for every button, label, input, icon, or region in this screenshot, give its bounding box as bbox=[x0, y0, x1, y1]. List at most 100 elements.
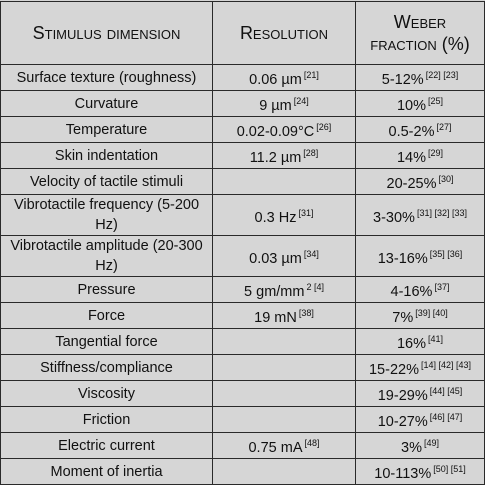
cell-text: Viscosity bbox=[78, 385, 135, 402]
cell-text: 19-29% bbox=[377, 388, 428, 404]
cell-text: Stiffness/compliance bbox=[40, 359, 173, 376]
table-cell bbox=[212, 354, 356, 381]
reference: [26] bbox=[316, 122, 332, 132]
table-cell: Friction bbox=[0, 406, 213, 433]
cell-text: 0.3 Hz bbox=[254, 209, 297, 226]
cell-text: 9 µm bbox=[259, 98, 292, 114]
cell-text: 20-25% bbox=[386, 176, 437, 192]
table-cell: 16% [41] bbox=[355, 328, 485, 355]
table-row: Stiffness/compliance 15-22% [14] [42] [43] bbox=[0, 354, 485, 381]
reference: [37] bbox=[434, 282, 450, 292]
cell-text: Curvature bbox=[74, 95, 139, 112]
table-cell: Velocity of tactile stimuli bbox=[0, 168, 213, 195]
table-cell bbox=[212, 406, 356, 433]
table-cell: 10% [25] bbox=[355, 90, 485, 117]
cell-text: Electric current bbox=[58, 437, 155, 454]
table-row: Electric current 0.75 mA [48] 3% [49] bbox=[0, 432, 485, 459]
reference: [27] bbox=[436, 122, 452, 132]
column-header: Weber fraction (%) bbox=[355, 1, 485, 65]
cell-text: 13-16% bbox=[377, 250, 428, 267]
reference: [31] bbox=[298, 207, 314, 218]
table-cell: 0.3 Hz [31] bbox=[212, 194, 356, 236]
table-cell: Surface texture (roughness) bbox=[0, 64, 213, 91]
table-cell: 0.02-0.09°C [26] bbox=[212, 116, 356, 143]
reference: [34] bbox=[303, 248, 319, 259]
table-cell bbox=[212, 168, 356, 195]
column-header: Resolution bbox=[212, 1, 356, 65]
cell-text: Moment of inertia bbox=[50, 463, 163, 480]
table-row: Pressure 5 gm/mm 2 [4] 4-16% [37] bbox=[0, 276, 485, 303]
table-cell: 3-30% [31] [32] [33] bbox=[355, 194, 485, 236]
table-cell: 5-12% [22] [23] bbox=[355, 64, 485, 91]
cell-text: Pressure bbox=[77, 281, 136, 298]
table-cell: 5 gm/mm 2 [4] bbox=[212, 276, 356, 303]
table-cell: Viscosity bbox=[0, 380, 213, 407]
table-cell: Stiffness/compliance bbox=[0, 354, 213, 381]
table-cell: Skin indentation bbox=[0, 142, 213, 169]
table-cell: 10-113% [50] [51] bbox=[355, 458, 485, 485]
cell-text: 10-27% bbox=[377, 414, 428, 430]
column-header: Stimulus dimension bbox=[0, 1, 213, 65]
table-cell: Vibrotactile frequency (5-200 Hz) bbox=[0, 194, 213, 236]
reference: [30] bbox=[438, 174, 454, 184]
table-row: Tangential force 16% [41] bbox=[0, 328, 485, 355]
table-cell: 20-25% [30] bbox=[355, 168, 485, 195]
cell-text: Force bbox=[87, 307, 126, 324]
table-row: Force 19 mN [38] 7% [39] [40] bbox=[0, 302, 485, 329]
table-cell: Force bbox=[0, 302, 213, 329]
cell-text: 0.03 µm bbox=[249, 250, 302, 267]
table-cell: Moment of inertia bbox=[0, 458, 213, 485]
table-cell: 9 µm [24] bbox=[212, 90, 356, 117]
cell-text: 16% bbox=[396, 336, 426, 352]
cell-text: Tangential force bbox=[55, 333, 158, 350]
table-row: Skin indentation 11.2 µm [28] 14% [29] bbox=[0, 142, 485, 169]
cell-text: 11.2 µm bbox=[249, 150, 302, 166]
reference: [22] [23] bbox=[425, 70, 459, 80]
cell-text: 7% bbox=[392, 310, 414, 326]
table-row: Vibrotactile frequency (5-200 Hz) 0.3 Hz[… bbox=[0, 194, 485, 236]
cell-text: Velocity of tactile stimuli bbox=[29, 173, 184, 190]
table-cell: 11.2 µm [28] bbox=[212, 142, 356, 169]
reference: [31] [32] [33] bbox=[416, 207, 467, 218]
reference: 2 [4] bbox=[306, 282, 324, 292]
cell-text: 0.02-0.09°C bbox=[236, 124, 315, 140]
reference: [21] bbox=[303, 70, 319, 80]
cell-text: 19 mN bbox=[254, 310, 297, 326]
table-cell: Tangential force bbox=[0, 328, 213, 355]
table-row: Moment of inertia 10-113% [50] [51] bbox=[0, 458, 485, 485]
cell-text: 14% bbox=[396, 150, 426, 166]
reference: [49] bbox=[423, 438, 439, 448]
table-cell: 7% [39] [40] bbox=[355, 302, 485, 329]
table-cell: Curvature bbox=[0, 90, 213, 117]
cell-text: 10-113% bbox=[374, 466, 432, 482]
table-cell: Pressure bbox=[0, 276, 213, 303]
reference: [35] [36] bbox=[429, 248, 463, 259]
table-cell: 0.5-2% [27] bbox=[355, 116, 485, 143]
table-row: Viscosity 19-29% [44] [45] bbox=[0, 380, 485, 407]
table-body: Surface texture (roughness) 0.06 µm [21] 5-… bbox=[0, 64, 485, 485]
reference: [38] bbox=[298, 308, 314, 318]
cell-text: 10% bbox=[396, 98, 426, 114]
table-cell bbox=[212, 328, 356, 355]
cell-text: Skin indentation bbox=[54, 147, 159, 164]
table-row: Velocity of tactile stimuli 20-25% [30] bbox=[0, 168, 485, 195]
reference: [41] bbox=[428, 334, 444, 344]
cell-text: 0.5-2% bbox=[388, 124, 435, 140]
reference: [25] bbox=[428, 96, 444, 106]
reference: [44] [45] bbox=[429, 386, 463, 396]
table-row: Temperature 0.02-0.09°C [26] 0.5-2% [27] bbox=[0, 116, 485, 143]
table-cell: 4-16% [37] bbox=[355, 276, 485, 303]
cell-text: 0.75 mA bbox=[248, 440, 303, 456]
table-cell: 13-16% [35] [36] bbox=[355, 235, 485, 277]
reference: [50] [51] bbox=[433, 464, 466, 474]
cell-text: 15-22% bbox=[368, 362, 419, 378]
cell-text: Temperature bbox=[65, 121, 148, 138]
table-row: Curvature 9 µm [24] 10% [25] bbox=[0, 90, 485, 117]
table-cell: 15-22% [14] [42] [43] bbox=[355, 354, 485, 381]
reference: [28] bbox=[303, 148, 319, 158]
cell-text: 5-12% bbox=[381, 72, 424, 88]
table-cell: 19 mN [38] bbox=[212, 302, 356, 329]
cell-text: 4-16% bbox=[390, 284, 433, 300]
